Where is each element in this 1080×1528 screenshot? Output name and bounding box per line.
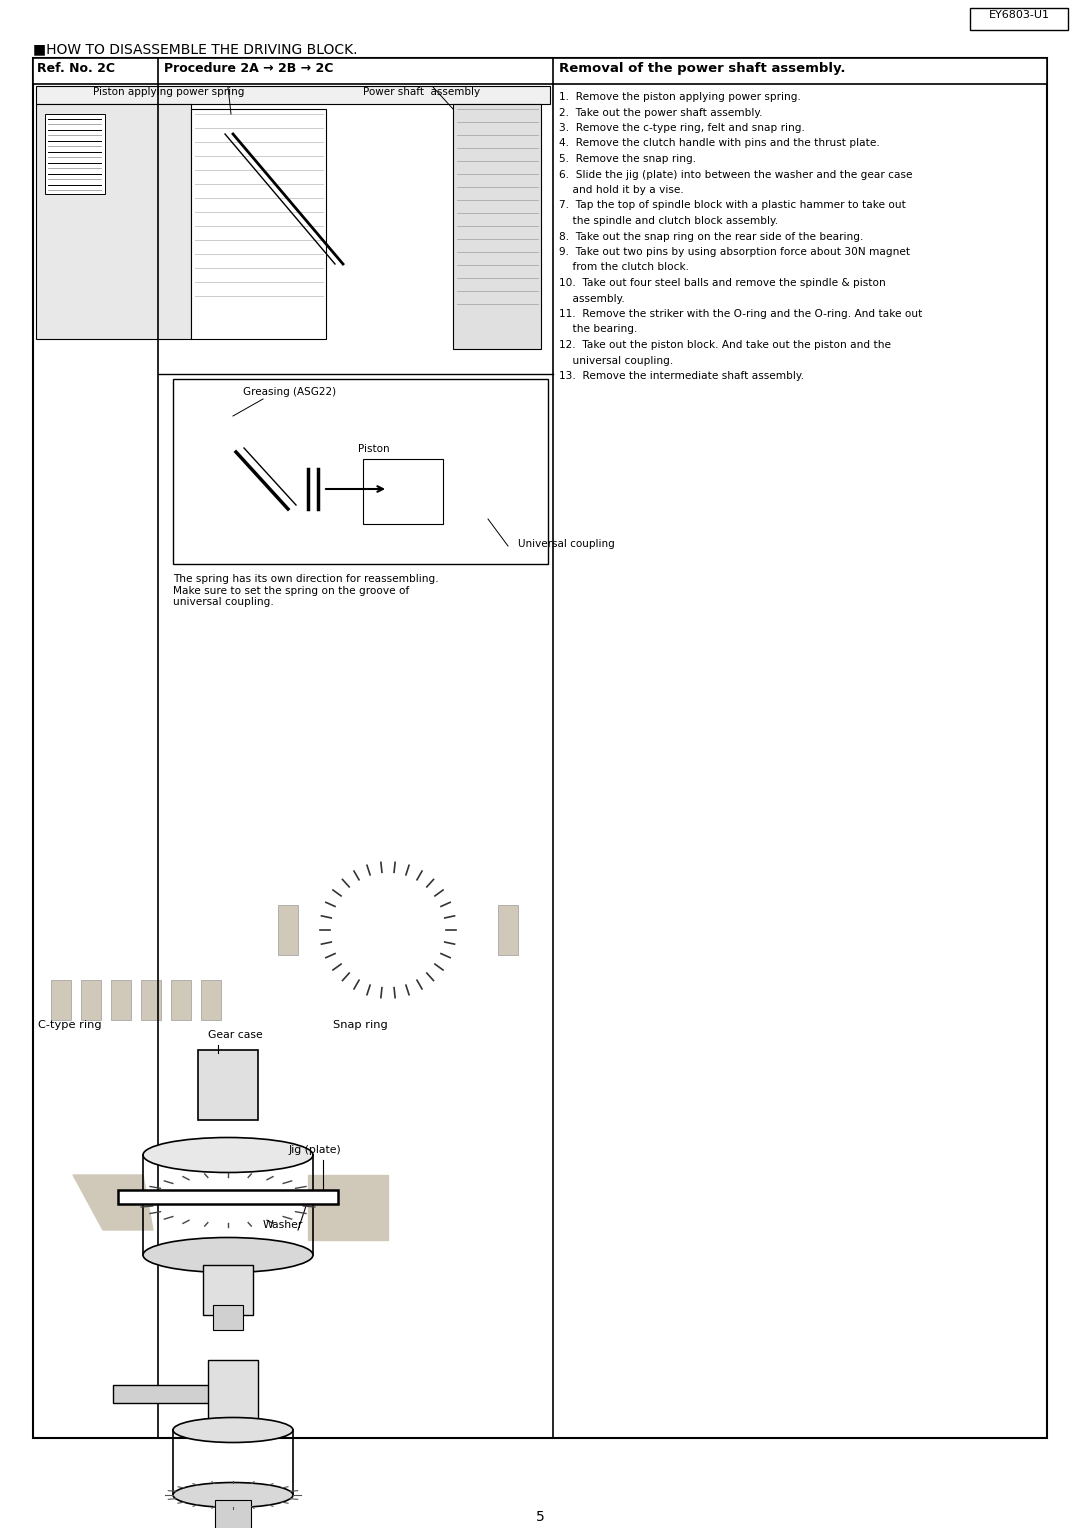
Text: Jig (plate): Jig (plate) <box>288 1144 341 1155</box>
Bar <box>45 115 105 194</box>
Text: 2.  Take out the power shaft assembly.: 2. Take out the power shaft assembly. <box>559 107 762 118</box>
Bar <box>171 979 191 1021</box>
Bar <box>363 458 443 524</box>
Text: Procedure 2A → 2B → 2C: Procedure 2A → 2B → 2C <box>164 63 334 75</box>
Bar <box>201 979 221 1021</box>
Bar <box>213 1305 243 1329</box>
Text: assembly.: assembly. <box>559 293 624 304</box>
Text: Piston: Piston <box>357 445 390 454</box>
Text: 12.  Take out the piston block. And take out the piston and the: 12. Take out the piston block. And take … <box>559 341 891 350</box>
Text: EY6803-U1: EY6803-U1 <box>988 11 1050 20</box>
Text: 11.  Remove the striker with the O-ring and the O-ring. And take out: 11. Remove the striker with the O-ring a… <box>559 309 922 319</box>
Ellipse shape <box>143 1238 313 1273</box>
Text: 7.  Tap the top of spindle block with a plastic hammer to take out: 7. Tap the top of spindle block with a p… <box>559 200 906 211</box>
Text: 8.  Take out the snap ring on the rear side of the bearing.: 8. Take out the snap ring on the rear si… <box>559 232 863 241</box>
Text: Universal coupling: Universal coupling <box>518 539 615 549</box>
Bar <box>453 104 541 348</box>
Ellipse shape <box>143 1137 313 1172</box>
Bar <box>51 979 71 1021</box>
Bar <box>118 1190 338 1204</box>
Bar <box>36 86 550 104</box>
Text: Washer: Washer <box>264 1219 303 1230</box>
Bar <box>111 979 131 1021</box>
Text: Ref. No. 2C: Ref. No. 2C <box>37 63 114 75</box>
Bar <box>141 979 161 1021</box>
Text: 9.  Take out two pins by using absorption force about 30N magnet: 9. Take out two pins by using absorption… <box>559 248 910 257</box>
Text: The spring has its own direction for reassembling.
Make sure to set the spring o: The spring has its own direction for rea… <box>173 575 438 607</box>
Text: 1.  Remove the piston applying power spring.: 1. Remove the piston applying power spri… <box>559 92 801 102</box>
Bar <box>264 840 528 1015</box>
Ellipse shape <box>173 1418 293 1442</box>
Text: C-type ring: C-type ring <box>38 1021 102 1030</box>
Bar <box>970 8 1068 31</box>
Ellipse shape <box>173 1482 293 1508</box>
Text: and hold it by a vise.: and hold it by a vise. <box>559 185 684 196</box>
Text: 5.  Remove the snap ring.: 5. Remove the snap ring. <box>559 154 697 163</box>
Bar <box>203 1265 253 1316</box>
Text: Piston applying power spring: Piston applying power spring <box>93 87 244 96</box>
Polygon shape <box>73 1175 153 1230</box>
Text: the bearing.: the bearing. <box>559 324 637 335</box>
Text: universal coupling.: universal coupling. <box>559 356 673 365</box>
Bar <box>215 1500 251 1528</box>
Bar <box>198 1050 258 1120</box>
Text: Snap ring: Snap ring <box>333 1021 388 1030</box>
Bar <box>38 840 233 1015</box>
Text: 3.  Remove the c-type ring, felt and snap ring.: 3. Remove the c-type ring, felt and snap… <box>559 122 805 133</box>
Text: Power shaft  assembly: Power shaft assembly <box>363 87 481 96</box>
Text: 4.  Remove the clutch handle with pins and the thrust plate.: 4. Remove the clutch handle with pins an… <box>559 139 880 148</box>
Bar <box>173 379 548 564</box>
Text: 5: 5 <box>536 1510 544 1523</box>
Text: ■HOW TO DISASSEMBLE THE DRIVING BLOCK.: ■HOW TO DISASSEMBLE THE DRIVING BLOCK. <box>33 41 357 57</box>
Text: Removal of the power shaft assembly.: Removal of the power shaft assembly. <box>559 63 846 75</box>
Bar <box>81 979 102 1021</box>
Text: 10.  Take out four steel balls and remove the spindle & piston: 10. Take out four steel balls and remove… <box>559 278 886 287</box>
Text: Gear case: Gear case <box>208 1030 262 1041</box>
Text: Greasing (ASG22): Greasing (ASG22) <box>243 387 336 397</box>
Bar <box>191 108 326 339</box>
Bar <box>498 905 518 955</box>
Bar <box>33 58 1047 84</box>
Bar <box>208 1360 258 1426</box>
Bar <box>113 1384 213 1403</box>
Text: the spindle and clutch block assembly.: the spindle and clutch block assembly. <box>559 215 778 226</box>
Bar <box>278 905 298 955</box>
Bar <box>36 104 191 339</box>
Text: 6.  Slide the jig (plate) into between the washer and the gear case: 6. Slide the jig (plate) into between th… <box>559 170 913 179</box>
Text: from the clutch block.: from the clutch block. <box>559 263 689 272</box>
Text: 13.  Remove the intermediate shaft assembly.: 13. Remove the intermediate shaft assemb… <box>559 371 804 380</box>
Polygon shape <box>308 1175 388 1241</box>
